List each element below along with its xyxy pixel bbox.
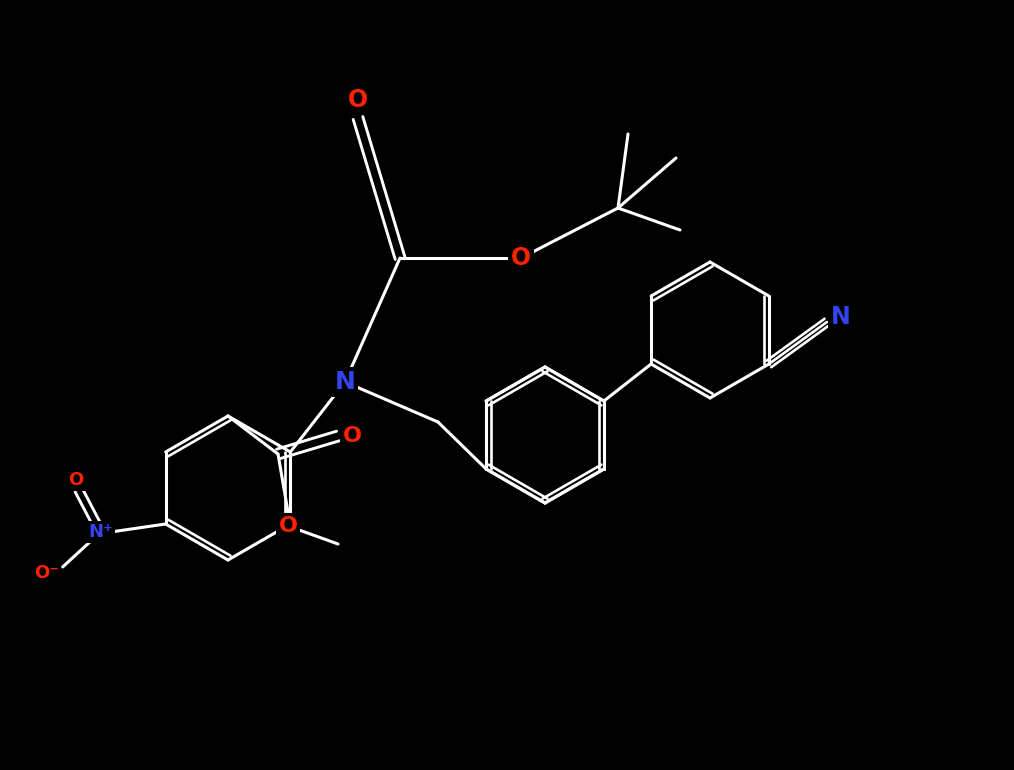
Text: O: O bbox=[511, 246, 531, 270]
Text: N: N bbox=[831, 305, 851, 329]
Text: O: O bbox=[279, 516, 297, 536]
Text: O⁻: O⁻ bbox=[34, 564, 59, 582]
Text: O: O bbox=[343, 426, 362, 446]
Text: N: N bbox=[335, 370, 356, 394]
Text: O: O bbox=[68, 471, 83, 489]
Text: N⁺: N⁺ bbox=[88, 523, 113, 541]
Text: O: O bbox=[348, 88, 368, 112]
